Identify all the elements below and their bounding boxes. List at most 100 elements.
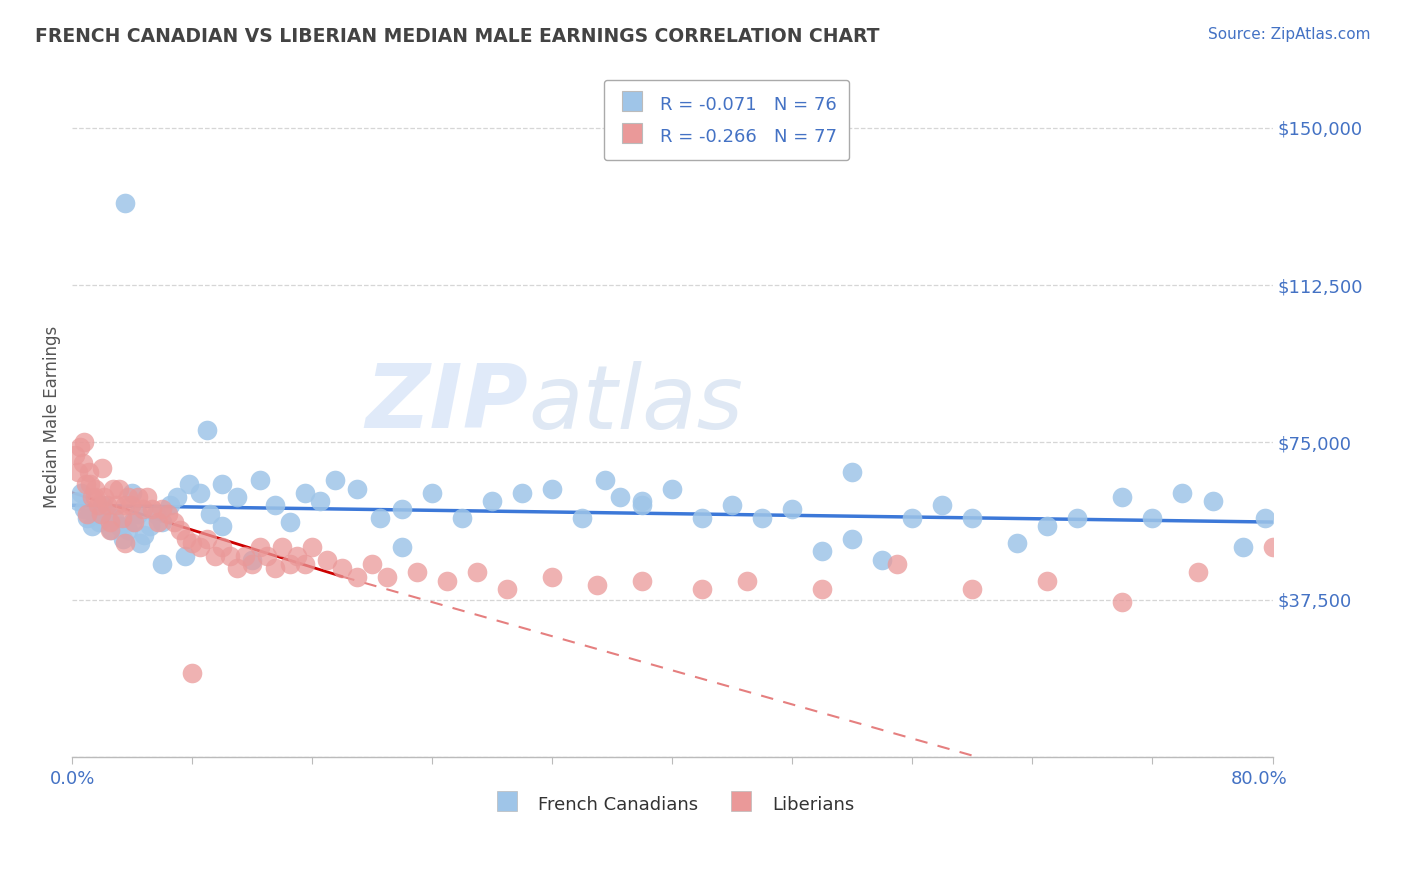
Point bbox=[1111, 595, 1133, 609]
Point bbox=[77, 465, 100, 479]
Point bbox=[872, 553, 894, 567]
Point bbox=[571, 511, 593, 525]
Point bbox=[1036, 574, 1059, 588]
Point bbox=[1142, 511, 1164, 525]
Point bbox=[541, 482, 564, 496]
Point bbox=[316, 553, 339, 567]
Point bbox=[737, 574, 759, 588]
Point bbox=[420, 485, 443, 500]
Legend: French Canadians, Liberians: French Canadians, Liberians bbox=[484, 785, 862, 822]
Point bbox=[931, 498, 953, 512]
Point bbox=[692, 511, 714, 525]
Point bbox=[91, 498, 114, 512]
Point bbox=[1187, 566, 1209, 580]
Point bbox=[346, 569, 368, 583]
Point bbox=[128, 536, 150, 550]
Point bbox=[73, 502, 96, 516]
Point bbox=[278, 515, 301, 529]
Point bbox=[586, 578, 609, 592]
Point bbox=[76, 511, 98, 525]
Point bbox=[80, 519, 103, 533]
Point bbox=[107, 482, 129, 496]
Point bbox=[159, 498, 181, 512]
Text: Source: ZipAtlas.com: Source: ZipAtlas.com bbox=[1208, 27, 1371, 42]
Point bbox=[211, 519, 233, 533]
Point bbox=[104, 498, 127, 512]
Point bbox=[166, 490, 188, 504]
Point bbox=[121, 515, 143, 529]
Point bbox=[436, 574, 458, 588]
Point bbox=[70, 485, 93, 500]
Point bbox=[127, 507, 149, 521]
Point bbox=[263, 498, 285, 512]
Y-axis label: Median Male Earnings: Median Male Earnings bbox=[44, 326, 60, 508]
Point bbox=[512, 485, 534, 500]
Point bbox=[67, 494, 90, 508]
Point bbox=[451, 511, 474, 525]
Point bbox=[73, 435, 96, 450]
Point bbox=[294, 557, 316, 571]
Point bbox=[163, 515, 186, 529]
Point bbox=[89, 515, 111, 529]
Point bbox=[361, 557, 384, 571]
Point bbox=[120, 498, 142, 512]
Point bbox=[240, 553, 263, 567]
Point bbox=[181, 536, 204, 550]
Point bbox=[91, 460, 114, 475]
Point bbox=[195, 423, 218, 437]
Point bbox=[278, 557, 301, 571]
Point bbox=[233, 549, 256, 563]
Point bbox=[368, 511, 391, 525]
Point bbox=[98, 524, 121, 538]
Point bbox=[1232, 540, 1254, 554]
Point bbox=[661, 482, 683, 496]
Point bbox=[330, 561, 353, 575]
Point bbox=[114, 196, 136, 211]
Point bbox=[301, 540, 323, 554]
Point bbox=[1261, 540, 1284, 554]
Point bbox=[218, 549, 240, 563]
Point bbox=[114, 536, 136, 550]
Point bbox=[751, 511, 773, 525]
Point bbox=[541, 569, 564, 583]
Point bbox=[1201, 494, 1223, 508]
Point bbox=[83, 482, 105, 496]
Point bbox=[139, 519, 162, 533]
Point bbox=[841, 532, 863, 546]
Point bbox=[285, 549, 308, 563]
Text: atlas: atlas bbox=[529, 360, 744, 447]
Point bbox=[181, 666, 204, 681]
Point bbox=[323, 473, 346, 487]
Point bbox=[406, 566, 429, 580]
Point bbox=[67, 465, 90, 479]
Point bbox=[962, 582, 984, 597]
Point bbox=[150, 515, 173, 529]
Point bbox=[174, 532, 197, 546]
Point bbox=[127, 490, 149, 504]
Point bbox=[169, 524, 191, 538]
Point bbox=[150, 502, 173, 516]
Point bbox=[141, 502, 163, 516]
Point bbox=[1254, 511, 1277, 525]
Text: FRENCH CANADIAN VS LIBERIAN MEDIAN MALE EARNINGS CORRELATION CHART: FRENCH CANADIAN VS LIBERIAN MEDIAN MALE … bbox=[35, 27, 880, 45]
Point bbox=[962, 511, 984, 525]
Point bbox=[692, 582, 714, 597]
Point bbox=[90, 507, 112, 521]
Point bbox=[96, 507, 118, 521]
Point bbox=[150, 557, 173, 571]
Point bbox=[1036, 519, 1059, 533]
Point bbox=[83, 490, 105, 504]
Point bbox=[721, 498, 744, 512]
Point bbox=[240, 557, 263, 571]
Point bbox=[901, 511, 924, 525]
Point bbox=[211, 477, 233, 491]
Point bbox=[204, 549, 226, 563]
Point bbox=[782, 502, 804, 516]
Point bbox=[157, 507, 180, 521]
Point bbox=[111, 511, 134, 525]
Point bbox=[631, 498, 654, 512]
Point bbox=[87, 498, 110, 512]
Point bbox=[465, 566, 488, 580]
Point bbox=[609, 490, 631, 504]
Point bbox=[271, 540, 294, 554]
